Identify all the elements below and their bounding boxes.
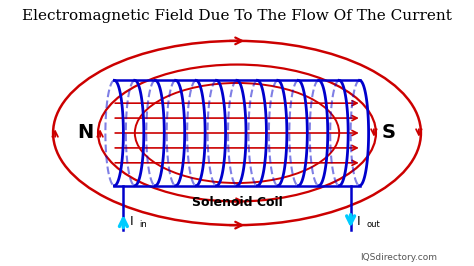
Text: N: N (78, 123, 94, 143)
Text: Electromagnetic Field Due To The Flow Of The Current: Electromagnetic Field Due To The Flow Of… (22, 9, 452, 23)
Text: in: in (140, 220, 147, 229)
Text: I: I (129, 215, 133, 228)
Text: Solenoid Coil: Solenoid Coil (191, 196, 283, 209)
Text: IQSdirectory.com: IQSdirectory.com (360, 253, 437, 262)
Text: I: I (357, 215, 360, 228)
Text: S: S (381, 123, 395, 143)
Text: out: out (367, 220, 381, 229)
